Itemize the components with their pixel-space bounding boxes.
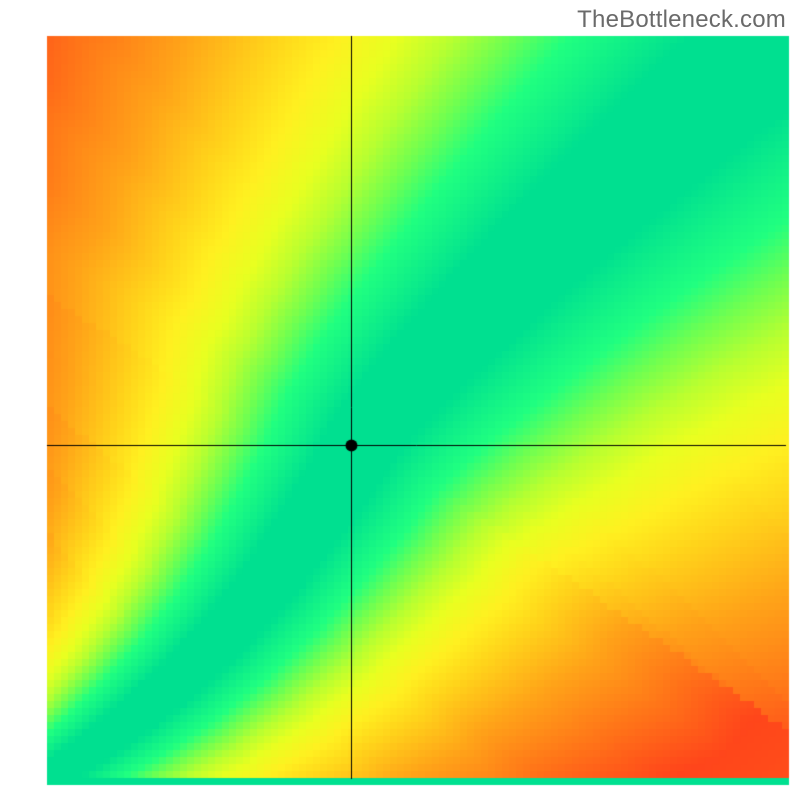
crosshair-overlay: [0, 0, 800, 800]
chart-container: TheBottleneck.com: [0, 0, 800, 800]
watermark-text: TheBottleneck.com: [577, 6, 786, 34]
